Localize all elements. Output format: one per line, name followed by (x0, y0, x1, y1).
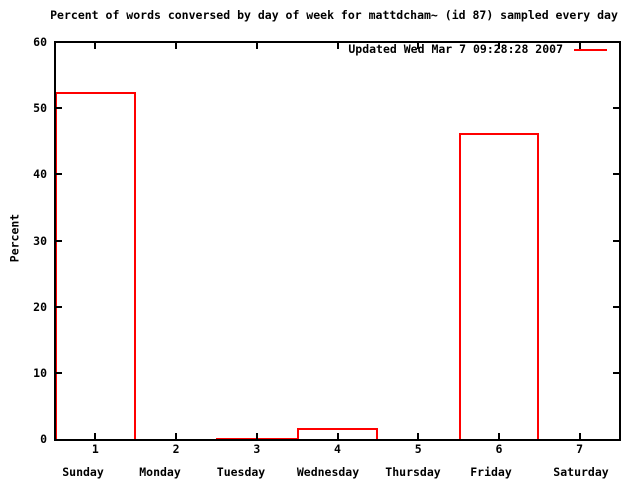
y-tick-label-10: 10 (33, 365, 47, 380)
y-tick-left-10 (56, 371, 62, 374)
x-tick-top-2 (175, 43, 178, 49)
day-label-monday: Monday (139, 465, 181, 479)
day-label-saturday: Saturday (553, 465, 609, 479)
y-tick-right-10 (613, 371, 619, 374)
plot-border (54, 41, 621, 441)
legend-label: Updated Wed Mar 7 09:28:28 2007 (348, 42, 563, 56)
y-tick-label-60: 60 (33, 35, 47, 49)
x-tick-top-3 (255, 43, 258, 49)
y-tick-right-50 (613, 107, 619, 110)
y-tick-right-30 (613, 239, 619, 242)
day-label-tuesday: Tuesday (216, 465, 266, 479)
y-tick-label-20: 20 (33, 299, 47, 314)
x-tick-label-7: 7 (576, 442, 584, 456)
y-tick-label-0: 0 (40, 432, 47, 446)
x-tick-bottom-3 (255, 433, 258, 439)
x-tick-bottom-7 (578, 433, 581, 439)
x-tick-label-1: 1 (91, 442, 99, 456)
x-tick-top-1 (94, 43, 97, 49)
bar-wednesday (297, 427, 378, 439)
legend-line-sample-icon (574, 49, 607, 51)
day-label-wednesday: Wednesday (296, 465, 360, 479)
x-tick-top-6 (497, 43, 500, 49)
y-tick-label-50: 50 (33, 101, 47, 116)
y-tick-left-50 (56, 107, 62, 110)
chart-title: Percent of words conversed by day of wee… (50, 8, 618, 22)
y-tick-right-20 (613, 305, 619, 308)
day-label-thursday: Thursday (385, 465, 441, 479)
x-tick-bottom-2 (175, 433, 178, 439)
x-tick-bottom-4 (336, 433, 339, 439)
y-tick-left-40 (56, 173, 62, 176)
x-tick-label-2: 2 (172, 442, 180, 456)
y-tick-label-30: 30 (33, 233, 47, 248)
x-tick-bottom-1 (94, 433, 97, 439)
x-tick-bottom-5 (417, 433, 420, 439)
x-tick-top-4 (336, 43, 339, 49)
day-label-friday: Friday (470, 465, 512, 479)
x-tick-top-5 (417, 43, 420, 49)
x-tick-label-3: 3 (253, 442, 261, 456)
x-tick-bottom-6 (497, 433, 500, 439)
y-tick-left-30 (56, 239, 62, 242)
y-tick-right-40 (613, 173, 619, 176)
y-tick-label-40: 40 (33, 167, 47, 182)
x-tick-label-5: 5 (414, 442, 422, 456)
x-tick-label-6: 6 (495, 442, 503, 456)
y-tick-left-20 (56, 305, 62, 308)
x-tick-label-4: 4 (334, 442, 341, 456)
x-tick-top-7 (578, 43, 581, 49)
bar-friday (458, 133, 540, 439)
day-label-sunday: Sunday (62, 465, 104, 479)
